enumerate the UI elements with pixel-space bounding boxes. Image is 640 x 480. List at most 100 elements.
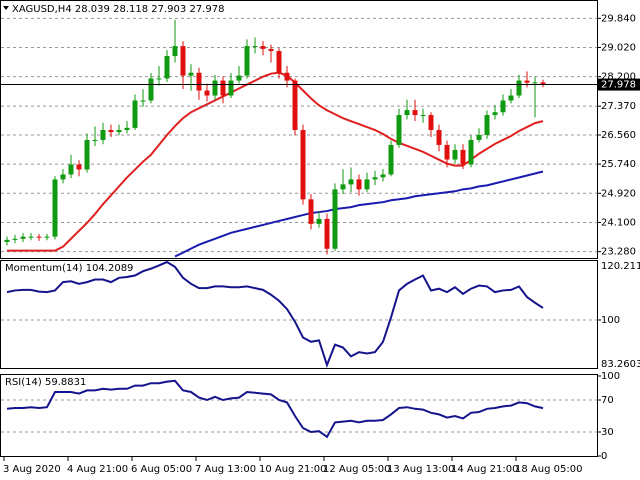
candle-body — [100, 130, 106, 140]
candle-body — [372, 177, 378, 180]
candle-body — [532, 82, 538, 84]
candle-body — [196, 72, 202, 91]
candle-body — [324, 218, 330, 249]
candle-body — [276, 51, 282, 73]
candle-body — [396, 115, 402, 145]
y-tick-label: 100 — [601, 371, 620, 382]
candle-body — [500, 100, 506, 113]
candle-body — [444, 144, 450, 160]
panel-frame — [0, 374, 598, 457]
collapse-arrow[interactable] — [3, 6, 9, 10]
y-tick-label: 100 — [601, 315, 620, 326]
candle-body — [428, 115, 434, 130]
candle-body — [492, 112, 498, 116]
open-value: 28.039 — [75, 4, 110, 15]
candle-body — [140, 100, 146, 102]
panel-frame — [0, 260, 598, 369]
candle-body — [540, 82, 546, 85]
y-tick-label: 29.840 — [601, 13, 636, 24]
candle-body — [220, 80, 226, 96]
candle-body — [436, 130, 442, 145]
x-tick-label: 3 Aug 2020 — [3, 464, 61, 475]
candle-body — [284, 72, 290, 81]
y-tick-label: 24.920 — [601, 188, 636, 199]
x-tick-label: 6 Aug 05:00 — [131, 464, 192, 475]
candle-body — [300, 130, 306, 200]
candle-body — [20, 236, 26, 239]
candle-body — [260, 46, 266, 49]
momentum-min-label: 83.2603 — [601, 359, 640, 370]
candle-body — [476, 134, 482, 140]
candle-body — [364, 179, 370, 190]
current-price-label: 27.978 — [601, 80, 636, 91]
y-tick-label: 0 — [601, 451, 607, 462]
candle-body — [412, 110, 418, 116]
candle-body — [132, 100, 138, 128]
candle-body — [164, 56, 170, 79]
candle-body — [116, 130, 122, 133]
candle-body — [68, 164, 74, 175]
candle-body — [172, 46, 178, 57]
close-value: 27.978 — [189, 4, 224, 15]
candle-body — [308, 199, 314, 224]
x-tick-label: 10 Aug 21:00 — [259, 464, 326, 475]
candle-body — [420, 115, 426, 117]
x-tick-label: 12 Aug 05:00 — [323, 464, 390, 475]
y-tick-label: 29.020 — [601, 43, 636, 54]
x-tick-label: 13 Aug 13:00 — [387, 464, 454, 475]
candle-body — [348, 179, 354, 185]
candle-body — [404, 110, 410, 116]
y-tick-label: 24.100 — [601, 217, 636, 228]
low-value: 27.903 — [151, 4, 186, 15]
rsi-last: 59.8831 — [45, 377, 86, 388]
momentum-header: Momentum(14) 104.2089 — [5, 263, 133, 274]
candle-body — [460, 149, 466, 165]
candle-body — [452, 149, 458, 160]
rsi-header: RSI(14) 59.8831 — [5, 377, 86, 388]
candle-body — [124, 127, 130, 130]
candle-body — [388, 144, 394, 175]
y-tick-label: 27.370 — [601, 101, 636, 112]
candle-body — [188, 72, 194, 76]
candle-body — [356, 179, 362, 190]
y-tick-label: 28.200 — [601, 72, 636, 83]
candle-body — [84, 139, 90, 170]
y-tick-label: 70 — [601, 395, 614, 406]
symbol-header: XAGUSD,H4 28.039 28.118 27.903 27.978 — [12, 4, 224, 15]
candle-body — [28, 236, 34, 238]
moving-average — [174, 170, 544, 258]
candle-body — [508, 95, 514, 101]
candle-body — [76, 164, 82, 170]
high-value: 28.118 — [113, 4, 148, 15]
candle-body — [36, 236, 42, 238]
candle-body — [332, 189, 338, 249]
candle-body — [316, 218, 322, 224]
x-tick-label: 14 Aug 21:00 — [451, 464, 518, 475]
x-tick-label: 4 Aug 21:00 — [67, 464, 128, 475]
y-tick-label: 25.740 — [601, 159, 636, 170]
panel-frame — [0, 0, 598, 259]
indicator-line — [6, 379, 544, 439]
candle-body — [292, 80, 298, 130]
candle-body — [52, 179, 58, 237]
candle-body — [340, 184, 346, 190]
momentum-max-label: 120.2117 — [601, 261, 640, 272]
momentum-last: 104.2089 — [86, 263, 134, 274]
momentum-title: Momentum(14) — [5, 263, 83, 274]
candle-body — [108, 130, 114, 133]
moving-average — [7, 71, 544, 252]
candle-body — [180, 46, 186, 76]
y-tick-label: 23.280 — [601, 247, 636, 258]
candle-body — [156, 78, 162, 80]
candle-body — [244, 46, 250, 76]
candle-body — [92, 139, 98, 141]
y-tick-label: 30 — [601, 427, 614, 438]
candle-body — [212, 80, 218, 96]
candle-body — [236, 75, 242, 81]
x-tick-label: 7 Aug 13:00 — [195, 464, 256, 475]
candle-body — [228, 80, 234, 96]
candle-body — [516, 80, 522, 96]
candle-body — [252, 46, 258, 48]
